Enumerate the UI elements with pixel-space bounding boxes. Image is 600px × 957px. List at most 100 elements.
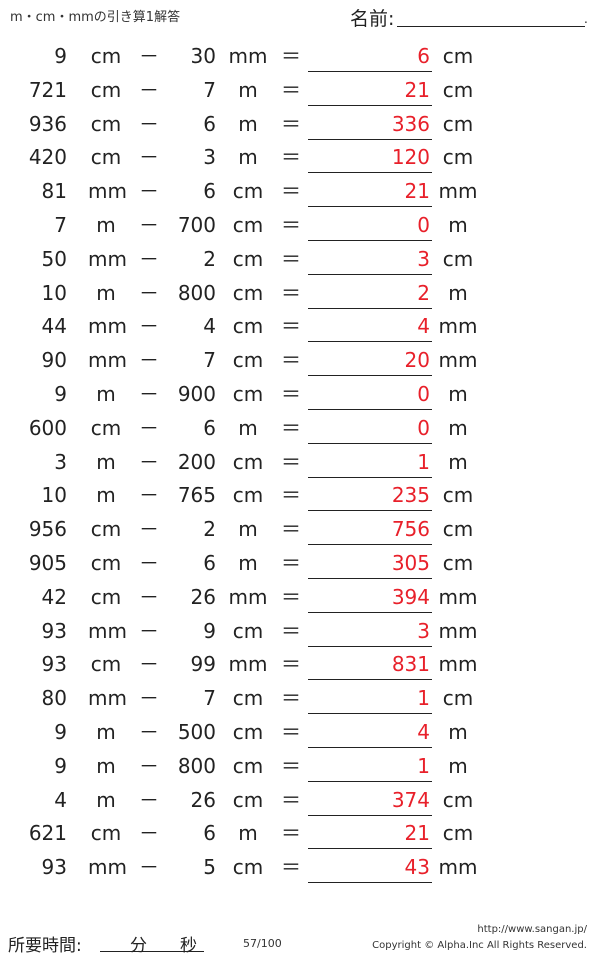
- problem-row: 93 mm － 5 cm ＝ 43 mm: [0, 850, 600, 884]
- subtrahend-unit: cm: [232, 381, 264, 406]
- answer-underline: [308, 71, 432, 72]
- minuend-unit: cm: [90, 584, 122, 609]
- equals-sign: ＝: [281, 280, 301, 305]
- answer-underline: [308, 645, 432, 647]
- subtrahend-unit: m: [238, 415, 258, 440]
- problem-row: 936 cm － 6 m ＝ 336 cm: [0, 107, 600, 141]
- answer: 21: [404, 821, 430, 846]
- minus-sign: －: [139, 212, 159, 237]
- subtrahend-unit: cm: [232, 618, 264, 643]
- subtrahend-unit: m: [238, 145, 258, 170]
- minuend-unit: mm: [88, 686, 127, 711]
- answer-unit: m: [448, 753, 468, 778]
- subtrahend-unit: cm: [232, 753, 264, 778]
- subtrahend-unit: m: [238, 550, 258, 575]
- answer-unit: cm: [442, 821, 474, 846]
- answer-unit: m: [448, 212, 468, 237]
- minus-sign: －: [139, 246, 159, 271]
- minuend-unit: cm: [90, 44, 122, 68]
- answer: 374: [391, 787, 430, 812]
- equals-sign: ＝: [281, 179, 301, 204]
- name-dot: .: [584, 12, 588, 26]
- problem-row: 42 cm － 26 mm ＝ 394 mm: [0, 580, 600, 614]
- subtrahend: 500: [177, 719, 216, 744]
- answer: 394: [391, 584, 430, 609]
- minus-sign: －: [139, 415, 159, 440]
- answer: 21: [404, 179, 430, 204]
- minuend: 721: [28, 77, 67, 102]
- subtrahend-unit: cm: [232, 719, 264, 744]
- subtrahend: 2: [203, 517, 216, 542]
- equals-sign: ＝: [281, 44, 301, 68]
- seconds-label: 秒: [180, 936, 197, 956]
- subtrahend: 800: [177, 753, 216, 778]
- subtrahend: 7: [203, 77, 216, 102]
- subtrahend-unit: cm: [232, 483, 264, 508]
- answer-underline: [308, 814, 432, 816]
- minuend: 93: [41, 855, 67, 880]
- subtrahend: 7: [203, 686, 216, 711]
- answer-unit: mm: [438, 618, 478, 643]
- equals-sign: ＝: [281, 686, 301, 711]
- minuend-unit: cm: [90, 652, 122, 677]
- subtrahend: 6: [203, 415, 216, 440]
- answer: 2: [417, 280, 430, 305]
- problem-row: 9 m － 800 cm ＝ 1 m: [0, 749, 600, 783]
- problem-row: 905 cm － 6 m ＝ 305 cm: [0, 546, 600, 580]
- page-number: 57/100: [243, 937, 282, 950]
- site-url[interactable]: http://www.sangan.jp/: [477, 924, 587, 935]
- minus-sign: －: [139, 855, 159, 880]
- answer-underline: [308, 577, 432, 579]
- answer: 831: [391, 652, 430, 677]
- equals-sign: ＝: [281, 483, 301, 508]
- subtrahend: 2: [203, 246, 216, 271]
- answer-underline: [308, 780, 432, 782]
- answer: 3: [417, 618, 430, 643]
- problem-row: 956 cm － 2 m ＝ 756 cm: [0, 512, 600, 546]
- answer-unit: cm: [442, 550, 474, 575]
- equals-sign: ＝: [281, 719, 301, 744]
- time-taken: 所要時間: 分 秒: [8, 931, 204, 956]
- subtrahend: 30: [190, 44, 216, 68]
- problem-row: 10 m － 800 cm ＝ 2 m: [0, 276, 600, 310]
- subtrahend: 7: [203, 348, 216, 373]
- minus-sign: －: [139, 348, 159, 373]
- minuend-unit: cm: [90, 145, 122, 170]
- minuend: 44: [41, 314, 67, 339]
- subtrahend-unit: m: [238, 821, 258, 846]
- subtrahend-unit: m: [238, 517, 258, 542]
- answer-unit: cm: [442, 44, 474, 68]
- equals-sign: ＝: [281, 550, 301, 575]
- minuend-unit: mm: [88, 348, 127, 373]
- minus-sign: －: [139, 618, 159, 643]
- answer-underline: [308, 476, 432, 478]
- answer-underline: [308, 679, 432, 681]
- answer-underline: [308, 341, 432, 343]
- subtrahend-unit: cm: [232, 212, 264, 237]
- problem-row: 3 m － 200 cm ＝ 1 m: [0, 445, 600, 479]
- answer-underline: [308, 138, 432, 140]
- answer-unit: cm: [442, 686, 474, 711]
- subtrahend: 900: [177, 381, 216, 406]
- minuend-unit: mm: [88, 618, 127, 643]
- answer-unit: cm: [442, 145, 474, 170]
- minuend-unit: cm: [90, 77, 122, 102]
- answer-unit: cm: [442, 77, 474, 102]
- problem-row: 50 mm － 2 cm ＝ 3 cm: [0, 242, 600, 276]
- subtrahend: 3: [203, 145, 216, 170]
- minuend: 9: [54, 753, 67, 778]
- minuend: 93: [41, 618, 67, 643]
- answer-unit: cm: [442, 111, 474, 136]
- answer: 0: [417, 212, 430, 237]
- minuend-unit: mm: [88, 179, 127, 204]
- subtrahend: 26: [190, 584, 216, 609]
- time-label: 所要時間:: [8, 936, 82, 956]
- answer-unit: m: [448, 719, 468, 744]
- answer-underline: [308, 307, 432, 309]
- answer-underline: [308, 375, 432, 377]
- answer: 120: [391, 145, 430, 170]
- minuend-unit: m: [96, 787, 116, 812]
- minuend: 3: [54, 449, 67, 474]
- minutes-label: 分: [130, 936, 147, 956]
- problem-list: 9 cm － 30 mm ＝ 6 cm 721 cm － 7 m ＝ 21 cm 936 cm － 6 m ＝ 336 cm 4…: [0, 39, 600, 884]
